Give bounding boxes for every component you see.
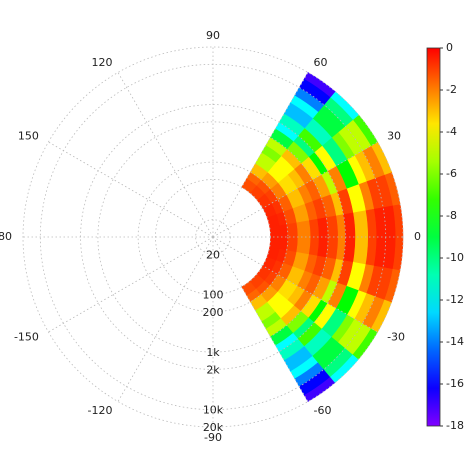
heat-cell <box>353 209 369 238</box>
colorbar-tick-label: -14 <box>446 335 464 348</box>
grid-circle <box>137 161 289 313</box>
heat-cell <box>269 236 281 250</box>
heat-cell <box>286 221 299 238</box>
colorbar-tick-label: -16 <box>446 377 464 390</box>
heat-cell <box>279 236 289 251</box>
heat-cell <box>296 219 312 238</box>
colorbar-tick-label: -18 <box>446 419 464 432</box>
grid-circle <box>155 179 271 295</box>
theta-tick-label: 0 <box>414 230 421 243</box>
grid-spoke <box>48 141 214 238</box>
r-tick-label: 20 <box>206 248 220 261</box>
heat-cell <box>296 236 312 255</box>
heat-cell <box>308 236 320 256</box>
theta-tick-label: 60 <box>314 56 328 69</box>
theta-tick-label: 150 <box>18 130 39 143</box>
r-tick-label: 20k <box>203 421 224 434</box>
heat-cell <box>326 214 339 238</box>
colorbar-tick-label: -8 <box>446 209 457 222</box>
r-tick-label: 1k <box>206 346 220 359</box>
theta-tick-label: -120 <box>88 404 113 417</box>
theta-tick-label: -60 <box>314 404 332 417</box>
theta-tick-label: 120 <box>92 56 113 69</box>
theta-tick-label: 90 <box>206 29 220 42</box>
grid-circle <box>22 46 404 428</box>
colorbar-tick-label: -12 <box>446 293 464 306</box>
grid-spoke <box>117 236 214 402</box>
colorbar-tick-label: -10 <box>446 251 464 264</box>
r-tick-label: 100 <box>203 289 224 302</box>
heat-cell <box>286 236 299 253</box>
colorbar-tick-label: -6 <box>446 167 457 180</box>
theta-tick-label: 30 <box>387 130 401 143</box>
theta-tick-label: -30 <box>387 331 405 344</box>
colorbar <box>426 47 441 427</box>
theta-tick-label: 180 <box>0 230 12 243</box>
heat-cell <box>353 236 369 265</box>
heat-cell <box>326 236 339 260</box>
heat-cell <box>308 218 320 238</box>
colorbar-tick-label: 0 <box>446 41 453 54</box>
heat-cell <box>279 223 289 238</box>
colorbar-tick-label: -4 <box>446 125 457 138</box>
grid-circle <box>97 121 329 353</box>
theta-tick-label: -90 <box>204 431 222 444</box>
colorbar-tick-label: -2 <box>446 83 457 96</box>
theta-tick-label: -150 <box>14 331 39 344</box>
r-tick-label: 200 <box>203 306 224 319</box>
